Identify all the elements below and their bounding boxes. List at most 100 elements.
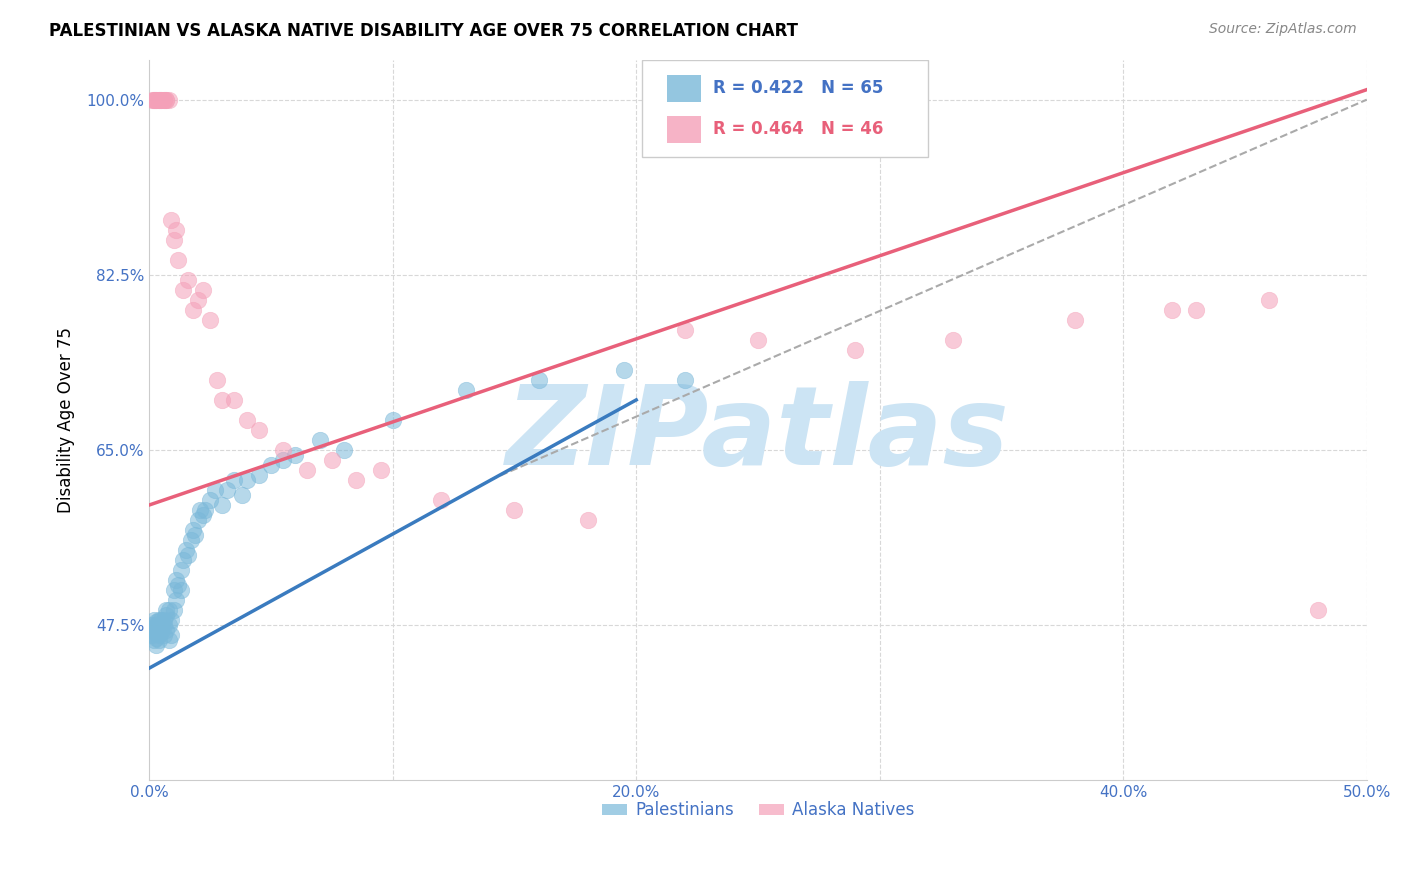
Point	[204, 483, 226, 497]
Point	[162, 583, 184, 598]
Point	[180, 533, 202, 547]
Point	[503, 503, 526, 517]
Point	[187, 513, 209, 527]
Bar	[666, 75, 700, 103]
Point	[162, 603, 184, 617]
Point	[150, 618, 173, 632]
Point	[160, 613, 183, 627]
Point	[527, 373, 550, 387]
Point	[844, 343, 866, 357]
Point	[157, 93, 180, 107]
Point	[673, 323, 696, 337]
Point	[148, 93, 170, 107]
FancyBboxPatch shape	[643, 60, 928, 157]
Point	[150, 613, 173, 627]
Point	[152, 628, 174, 642]
Point	[167, 252, 190, 267]
Point	[155, 608, 177, 623]
Point	[155, 623, 177, 637]
Point	[673, 373, 696, 387]
Point	[150, 93, 173, 107]
Point	[145, 631, 167, 645]
Point	[211, 498, 233, 512]
Point	[141, 623, 163, 637]
Bar	[666, 116, 700, 143]
Point	[198, 313, 221, 327]
Point	[942, 333, 965, 347]
Point	[381, 413, 404, 427]
Point	[143, 621, 166, 635]
Point	[188, 503, 211, 517]
Point	[143, 93, 166, 107]
Point	[454, 383, 477, 397]
Point	[321, 453, 343, 467]
Point	[145, 93, 167, 107]
Point	[1063, 313, 1085, 327]
Point	[143, 633, 166, 648]
Point	[333, 442, 356, 457]
Point	[172, 283, 194, 297]
Point	[170, 583, 193, 598]
Point	[145, 615, 167, 629]
Point	[157, 603, 180, 617]
Point	[260, 458, 283, 472]
Point	[157, 618, 180, 632]
Text: PALESTINIAN VS ALASKA NATIVE DISABILITY AGE OVER 75 CORRELATION CHART: PALESTINIAN VS ALASKA NATIVE DISABILITY …	[49, 22, 799, 40]
Point	[194, 503, 217, 517]
Point	[165, 593, 187, 607]
Point	[191, 283, 214, 297]
Point	[145, 93, 167, 107]
Text: R = 0.422   N = 65: R = 0.422 N = 65	[713, 79, 883, 97]
Point	[162, 233, 184, 247]
Point	[247, 423, 270, 437]
Point	[284, 448, 307, 462]
Point	[143, 625, 166, 640]
Point	[145, 638, 167, 652]
Point	[170, 563, 193, 577]
Point	[152, 613, 174, 627]
Point	[231, 488, 253, 502]
Point	[1185, 302, 1208, 317]
Point	[155, 93, 177, 107]
Point	[174, 543, 197, 558]
Point	[160, 628, 183, 642]
Point	[141, 628, 163, 642]
Point	[148, 621, 170, 635]
Point	[184, 528, 207, 542]
Point	[235, 413, 257, 427]
Point	[165, 573, 187, 587]
Point	[148, 633, 170, 648]
Point	[181, 302, 204, 317]
Point	[141, 618, 163, 632]
Point	[172, 553, 194, 567]
Point	[152, 618, 174, 632]
Point	[1161, 302, 1184, 317]
Point	[235, 473, 257, 487]
Point	[177, 548, 200, 562]
Point	[191, 508, 214, 522]
Point	[150, 625, 173, 640]
Point	[155, 603, 177, 617]
Point	[145, 618, 167, 632]
Legend: Palestinians, Alaska Natives: Palestinians, Alaska Natives	[595, 795, 921, 826]
Point	[157, 633, 180, 648]
Text: Source: ZipAtlas.com: Source: ZipAtlas.com	[1209, 22, 1357, 37]
Point	[430, 493, 453, 508]
Text: ZIPatlas: ZIPatlas	[506, 381, 1010, 488]
Point	[148, 93, 170, 107]
Point	[152, 93, 174, 107]
Point	[344, 473, 367, 487]
Point	[143, 613, 166, 627]
Point	[271, 453, 294, 467]
Point	[152, 93, 174, 107]
Point	[148, 628, 170, 642]
Point	[211, 392, 233, 407]
Y-axis label: Disability Age Over 75: Disability Age Over 75	[58, 327, 75, 513]
Point	[143, 93, 166, 107]
Point	[747, 333, 769, 347]
Point	[1258, 293, 1281, 307]
Point	[271, 442, 294, 457]
Point	[224, 392, 246, 407]
Point	[148, 613, 170, 627]
Point	[576, 513, 599, 527]
